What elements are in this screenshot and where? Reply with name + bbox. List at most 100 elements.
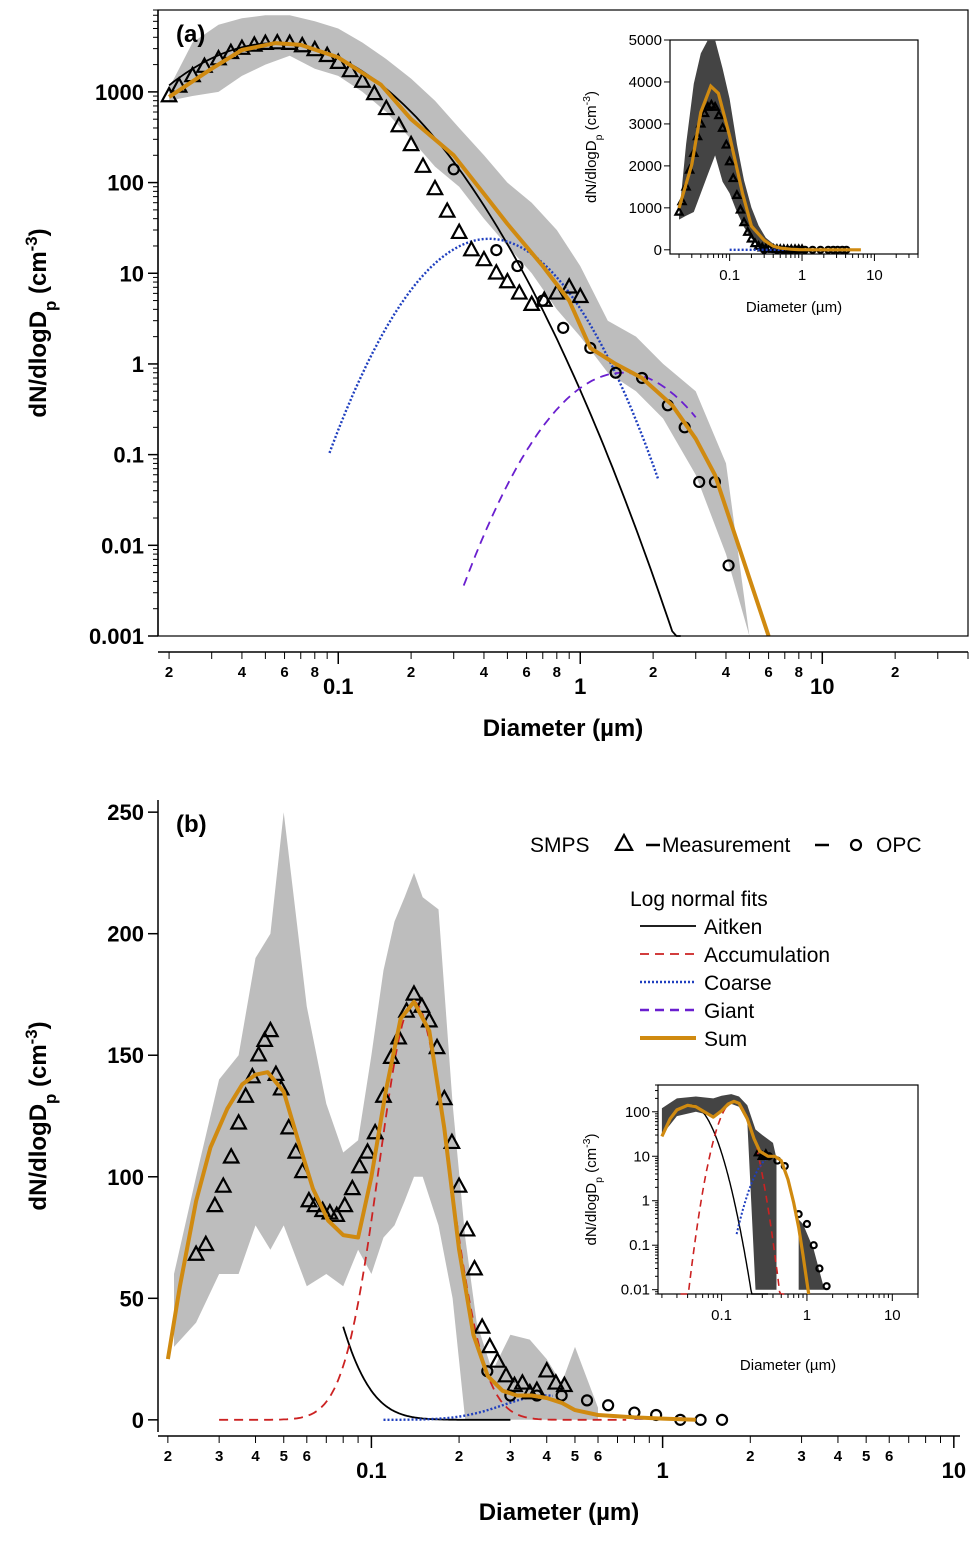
inset-b: 0.01 0.1 1 10 100 0.1 1 10 Diameter (µm) dN/dlogD… [581, 1084, 919, 1374]
x-tick-label: 0.1 [323, 674, 354, 699]
inset-y-tick-label: 100 [625, 1104, 650, 1121]
smps-marker [442, 1132, 461, 1150]
opc-marker [715, 1413, 729, 1426]
inset-y-axis-label: dN/dlogDp (cm-3) [581, 91, 605, 203]
y-tick-label: 100 [107, 1165, 144, 1190]
smps-marker [365, 83, 384, 101]
smps-marker [480, 1336, 499, 1354]
fit-line-giant [462, 371, 697, 586]
smps-marker [497, 1365, 516, 1383]
opc-marker [580, 1394, 594, 1407]
x-minor-tick-label: 6 [522, 664, 530, 681]
smps-marker [713, 109, 725, 120]
y-tick-label: 0.001 [89, 624, 144, 649]
y-tick-label: 0.01 [101, 533, 144, 558]
smps-marker [222, 1147, 241, 1164]
inset-y-tick-label: 5000 [629, 32, 662, 49]
x-axis-label: Diameter (µm) [483, 715, 644, 742]
smps-marker [413, 156, 433, 173]
smps-marker [229, 1112, 248, 1130]
smps-marker [313, 1200, 332, 1218]
x-minor-tick-label: 3 [215, 1448, 223, 1465]
panel-label: (b) [176, 811, 207, 838]
inset-a: 0 1000 2000 3000 4000 5000 0.1 1 10 Diameter (µm)… [581, 32, 919, 316]
y-tick-label: 50 [120, 1286, 144, 1311]
smps-marker [474, 249, 494, 267]
opc-marker [609, 366, 622, 379]
legend-entry-sum: Sum [704, 1028, 747, 1051]
smps-marker [614, 832, 634, 851]
x-minor-tick-label: 3 [506, 1448, 514, 1465]
inset-y-tick-label: 0 [654, 242, 662, 259]
smps-marker [261, 1020, 280, 1038]
smps-marker [335, 1195, 354, 1213]
smps-marker [450, 1176, 469, 1193]
x-minor-tick-label: 5 [862, 1448, 870, 1465]
y-tick-label: 0 [132, 1408, 144, 1433]
smps-marker [389, 115, 408, 133]
smps-marker [673, 205, 685, 216]
y-tick-label: 1000 [95, 80, 144, 105]
inset-fit-line-sum [677, 83, 861, 252]
x-minor-tick-label: 4 [251, 1448, 260, 1465]
inset-y-tick-label: 3000 [629, 116, 662, 133]
x-minor-tick-label: 6 [885, 1448, 893, 1465]
x-minor-tick-label: 2 [891, 664, 899, 681]
x-minor-tick-label: 8 [553, 664, 561, 681]
inset-x-tick-label: 10 [884, 1307, 901, 1324]
inset-y-tick-label: 2000 [629, 158, 662, 175]
y-tick-label: 250 [107, 800, 144, 825]
smps-marker [272, 1078, 291, 1096]
x-minor-tick-label: 4 [834, 1448, 843, 1465]
smps-marker [745, 232, 757, 243]
smps-marker [699, 107, 710, 118]
x-minor-tick-label: 6 [764, 664, 772, 681]
opc-marker [635, 371, 649, 385]
smps-marker [738, 216, 750, 227]
smps-marker [488, 1351, 507, 1368]
smps-marker [731, 188, 743, 199]
inset-x-tick-label: 0.1 [711, 1307, 732, 1324]
x-minor-tick-label: 3 [797, 1448, 805, 1465]
smps-marker [473, 1317, 492, 1334]
smps-marker [350, 1156, 369, 1174]
smps-marker [214, 1176, 233, 1193]
x-minor-tick-label: 2 [746, 1448, 754, 1465]
fit-line-sum [165, 999, 696, 1422]
x-minor-tick-label: 8 [311, 664, 319, 681]
inset-x-tick-label: 0.1 [719, 267, 740, 284]
x-minor-tick-label: 6 [594, 1448, 602, 1465]
opc-marker [694, 1413, 707, 1426]
x-minor-tick-label: 5 [571, 1448, 579, 1465]
inset-x-axis-label: Diameter (µm) [746, 299, 842, 316]
x-minor-tick-label: 2 [407, 664, 415, 681]
smps-marker [245, 35, 264, 52]
opc-marker [815, 1264, 824, 1273]
uncertainty-band [169, 15, 750, 637]
opc-marker [722, 559, 735, 572]
smps-marker [249, 1044, 268, 1062]
inset-y-tick-label: 0.1 [629, 1237, 650, 1254]
opc-marker [802, 1219, 812, 1229]
x-tick-label: 1 [656, 1458, 668, 1483]
smps-marker [402, 134, 421, 152]
smps-marker [377, 98, 396, 116]
smps-marker [358, 1142, 377, 1159]
smps-marker [742, 225, 754, 236]
inset-fit-line-aitken [691, 1104, 768, 1295]
opc-marker [809, 1241, 818, 1250]
smps-marker [717, 121, 729, 132]
smps-marker [560, 277, 579, 294]
opc-marker [447, 163, 460, 176]
smps-marker [457, 1219, 477, 1237]
x-tick-label: 0.1 [356, 1458, 387, 1483]
smps-marker [734, 203, 746, 214]
smps-marker [255, 1030, 274, 1047]
x-tick-label: 1 [574, 674, 586, 699]
y-tick-label: 0.1 [113, 443, 144, 468]
inset-x-tick-label: 1 [803, 1307, 811, 1324]
opc-marker [536, 294, 549, 307]
inset-fit-line-sum [660, 1099, 811, 1295]
opc-marker [849, 838, 863, 852]
x-tick-label: 10 [942, 1458, 966, 1483]
